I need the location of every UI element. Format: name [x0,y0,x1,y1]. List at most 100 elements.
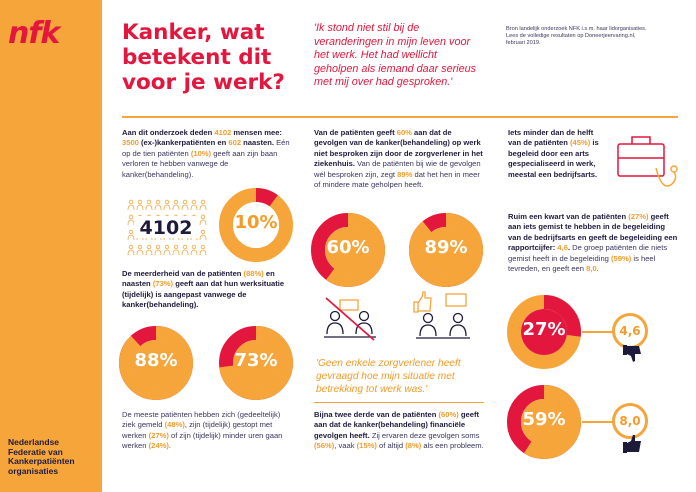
person-head-mark [137,244,143,250]
person-head-mark [182,199,188,205]
ring-27-label: 27% [522,319,566,340]
person-head-mark [128,244,134,250]
person-body-mark [127,249,135,256]
person-head-mark [200,244,206,250]
person-body-mark [154,204,162,211]
crossed-out-conversation-icon [324,297,376,341]
ring-chart-89: 89% [408,212,484,288]
ring-value-arc [219,326,293,400]
person-body-mark [154,249,162,256]
sidebar-panel [0,0,102,492]
person-body-mark [136,249,144,256]
occupational-doctor-paragraph: Iets minder dan de helft van de patiënte… [508,128,599,179]
person-body-mark [199,219,207,226]
ring-chart-73: 73% [218,325,294,401]
ring-60-label: 60% [326,237,370,258]
person-body-mark [190,204,198,211]
ring-center-fill [423,227,469,273]
ring-88-label: 88% [134,350,178,371]
ring-73-svg [219,326,293,400]
person-head-mark [200,229,206,235]
person-head-mark [146,199,152,205]
ring-10-svg [219,188,293,262]
ring-center-fill [233,202,279,248]
person-head-mark [137,199,143,205]
ring-center-fill [133,340,179,386]
page-title: Kanker, wat betekent dit voor je werk? [122,20,285,95]
ring-center-fill [325,227,371,273]
ring-chart-59: 59% [506,384,582,460]
source-line: februari 2019. [506,40,541,47]
financial-paragraph: Bijna twee derde van de patiënten (60%) … [314,410,484,451]
org-line: organisaties [8,465,59,476]
person-head-mark [173,244,179,250]
person-head-mark [155,244,161,250]
org-line: Nederlandse [8,437,60,447]
person-head-mark [191,199,197,205]
ring-59-svg [507,385,581,459]
ring-chart-60: 60% [310,212,386,288]
person-body-mark [199,204,207,211]
person-body-mark [181,249,189,256]
source-note: Bron landelijk onderzoek NFK i.s.m. haar… [506,26,647,48]
briefcase-stethoscope-icon [617,136,678,187]
person-head-mark [191,244,197,250]
ring-value-arc [409,213,483,287]
ring-value-arc [119,326,193,400]
thumbs-up-conversation-icon [413,291,470,339]
person-body-mark [136,204,144,211]
ring-chart-88: 88% [118,325,194,401]
person-body-mark [199,249,207,256]
person-body-mark [163,204,171,211]
org-line: Federatie van [8,446,63,457]
person-body-mark [145,249,153,256]
person-body-mark [127,204,135,211]
people-grid-icon: 4102 [127,199,207,256]
nfk-logo: nfk [8,16,60,51]
person-body-mark [181,204,189,211]
ring-89-label: 89% [424,237,468,258]
ring-chart-27: 27% [506,294,582,370]
discussed-paragraph: Van de patiënten geeft 60% aan dat de ge… [314,128,483,190]
person-head-mark [200,199,206,205]
person-body-mark [172,249,180,256]
person-head-mark [164,244,170,250]
thumbs-down-icon [623,345,641,362]
ring-88-svg [119,326,193,400]
ring-10-label: 10% [234,212,278,233]
ring-73-label: 73% [234,350,278,371]
header-quote: 'Ik stond niet stil bij de veranderingen… [314,22,477,88]
header-divider [122,116,678,118]
person-body-mark [163,249,171,256]
ring-60-svg [311,213,385,287]
rating-connector [582,331,614,333]
person-head-mark [146,244,152,250]
person-body-mark [127,234,135,241]
person-body-mark [145,204,153,211]
person-body-mark [190,249,198,256]
ring-value-arc [311,213,385,287]
person-head-mark [200,214,206,220]
ring-89-svg [409,213,483,287]
intro-paragraph: Aan dit onderzoek deden 4102 mensen mee:… [122,128,290,179]
person-body-mark [172,204,180,211]
ring-59-label: 59% [522,409,566,430]
ring-value-arc [507,295,581,369]
person-head-mark [128,214,134,220]
person-head-mark [128,229,134,235]
person-head-mark [128,199,134,205]
ring-value-arc [219,188,293,262]
quote-divider [314,402,484,403]
person-body-mark [127,219,135,226]
participant-count: 4102 [140,217,193,239]
ring-center-fill [521,309,567,355]
thumbs-up-icon [623,435,641,453]
patient-quote: 'Geen enkele zorgverlener heeft gevraagd… [316,358,461,395]
person-head-mark [182,244,188,250]
source-line: Bron landelijk onderzoek NFK i.s.m. haar… [506,26,647,32]
ring-center-fill [521,399,567,445]
rating-paragraph: Ruim een kwart van de patiënten (27%) ge… [508,212,678,274]
ring-chart-10: 10% [218,187,294,263]
ring-27-svg [507,295,581,369]
rating-badge-high: 8,0 [612,403,648,439]
